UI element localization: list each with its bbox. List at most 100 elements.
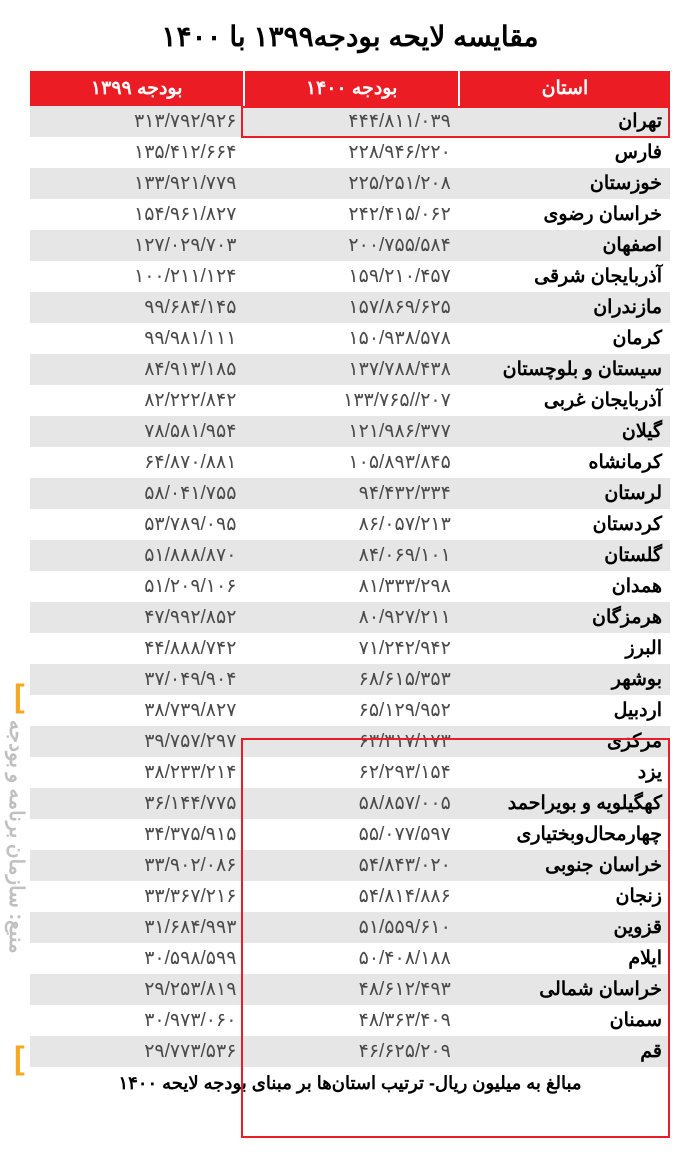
cell-budget-1399: ۱۳۵/۴۱۲/۶۶۴ xyxy=(30,137,244,168)
cell-province: گلستان xyxy=(459,540,670,571)
cell-province: مازندران xyxy=(459,292,670,323)
cell-province: قزوین xyxy=(459,912,670,943)
cell-budget-1400: ۱۰۵/۸۹۳/۸۴۵ xyxy=(244,447,458,478)
col-province: استان xyxy=(459,71,670,106)
col-budget1399: بودجه ۱۳۹۹ xyxy=(30,71,244,106)
cell-budget-1400: ۱۲۱/۹۸۶/۳۷۷ xyxy=(244,416,458,447)
table-row: خراسان شمالی۴۸/۶۱۲/۴۹۳۲۹/۲۵۳/۸۱۹ xyxy=(30,974,670,1005)
table-row: چهارمحال‌وبختیاری۵۵/۰۷۷/۵۹۷۳۴/۳۷۵/۹۱۵ xyxy=(30,819,670,850)
cell-province: گیلان xyxy=(459,416,670,447)
cell-province: کهگیلویه و بویراحمد xyxy=(459,788,670,819)
table-row: آذربایجان شرقی۱۵۹/۲۱۰/۴۵۷۱۰۰/۲۱۱/۱۲۴ xyxy=(30,261,670,292)
table-row: همدان۸۱/۳۳۳/۲۹۸۵۱/۲۰۹/۱۰۶ xyxy=(30,571,670,602)
cell-budget-1400: ۴۸/۳۶۳/۴۰۹ xyxy=(244,1005,458,1036)
cell-budget-1400: ۱۵۰/۹۳۸/۵۷۸ xyxy=(244,323,458,354)
cell-budget-1399: ۱۳۳/۹۲۱/۷۷۹ xyxy=(30,168,244,199)
cell-budget-1399: ۳۸/۷۳۹/۸۲۷ xyxy=(30,695,244,726)
table-row: قزوین۵۱/۵۵۹/۶۱۰۳۱/۶۸۴/۹۹۳ xyxy=(30,912,670,943)
cell-budget-1400: ۱۳۷/۷۸۸/۴۳۸ xyxy=(244,354,458,385)
cell-budget-1399: ۶۴/۸۷۰/۸۸۱ xyxy=(30,447,244,478)
cell-budget-1399: ۷۸/۵۸۱/۹۵۴ xyxy=(30,416,244,447)
cell-budget-1399: ۹۹/۶۸۴/۱۴۵ xyxy=(30,292,244,323)
cell-budget-1400: ۵۴/۸۴۳/۰۲۰ xyxy=(244,850,458,881)
cell-province: ایلام xyxy=(459,943,670,974)
table-container: استان بودجه ۱۴۰۰ بودجه ۱۳۹۹ تهران۴۴۴/۸۱۱… xyxy=(30,71,670,1067)
cell-province: البرز xyxy=(459,633,670,664)
budget-table: استان بودجه ۱۴۰۰ بودجه ۱۳۹۹ تهران۴۴۴/۸۱۱… xyxy=(30,71,670,1067)
cell-budget-1399: ۵۱/۸۸۸/۸۷۰ xyxy=(30,540,244,571)
table-row: اصفهان۲۰۰/۷۵۵/۵۸۴۱۲۷/۰۲۹/۷۰۳ xyxy=(30,230,670,261)
cell-province: اردبیل xyxy=(459,695,670,726)
cell-province: آذربایجان شرقی xyxy=(459,261,670,292)
col-budget1400: بودجه ۱۴۰۰ xyxy=(244,71,458,106)
table-row: خوزستان۲۲۵/۲۵۱/۲۰۸۱۳۳/۹۲۱/۷۷۹ xyxy=(30,168,670,199)
cell-province: خوزستان xyxy=(459,168,670,199)
cell-budget-1400: ۵۰/۴۰۸/۱۸۸ xyxy=(244,943,458,974)
cell-budget-1400: ۴۶/۶۲۵/۲۰۹ xyxy=(244,1036,458,1067)
cell-budget-1399: ۱۰۰/۲۱۱/۱۲۴ xyxy=(30,261,244,292)
table-row: سمنان۴۸/۳۶۳/۴۰۹۳۰/۹۷۳/۰۶۰ xyxy=(30,1005,670,1036)
header-row: استان بودجه ۱۴۰۰ بودجه ۱۳۹۹ xyxy=(30,71,670,106)
cell-province: چهارمحال‌وبختیاری xyxy=(459,819,670,850)
cell-province: هرمزگان xyxy=(459,602,670,633)
cell-budget-1400: ۵۴/۸۱۴/۸۸۶ xyxy=(244,881,458,912)
cell-budget-1400: ۶۸/۶۱۵/۳۵۳ xyxy=(244,664,458,695)
cell-province: کردستان xyxy=(459,509,670,540)
table-row: یزد۶۲/۲۹۳/۱۵۴۳۸/۲۳۳/۲۱۴ xyxy=(30,757,670,788)
cell-budget-1400: ۶۲/۲۹۳/۱۵۴ xyxy=(244,757,458,788)
cell-budget-1399: ۳۰/۹۷۳/۰۶۰ xyxy=(30,1005,244,1036)
cell-budget-1399: ۳۳/۳۶۷/۲۱۶ xyxy=(30,881,244,912)
cell-budget-1399: ۵۳/۷۸۹/۰۹۵ xyxy=(30,509,244,540)
table-row: ایلام۵۰/۴۰۸/۱۸۸۳۰/۵۹۸/۵۹۹ xyxy=(30,943,670,974)
table-row: فارس۲۲۸/۹۴۶/۲۲۰۱۳۵/۴۱۲/۶۶۴ xyxy=(30,137,670,168)
cell-budget-1400: ۸۰/۹۲۷/۲۱۱ xyxy=(244,602,458,633)
bracket-bottom-icon: ] xyxy=(14,1040,25,1077)
cell-budget-1400: ۸۱/۳۳۳/۲۹۸ xyxy=(244,571,458,602)
cell-budget-1399: ۳۷/۰۴۹/۹۰۴ xyxy=(30,664,244,695)
cell-province: لرستان xyxy=(459,478,670,509)
cell-budget-1399: ۳۱۳/۷۹۲/۹۲۶ xyxy=(30,106,244,137)
cell-budget-1400: ۵۵/۰۷۷/۵۹۷ xyxy=(244,819,458,850)
cell-province: قم xyxy=(459,1036,670,1067)
cell-budget-1399: ۱۲۷/۰۲۹/۷۰۳ xyxy=(30,230,244,261)
cell-budget-1399: ۸۲/۲۲۲/۸۴۲ xyxy=(30,385,244,416)
cell-budget-1399: ۹۹/۹۸۱/۱۱۱ xyxy=(30,323,244,354)
table-row: خراسان رضوی۲۴۲/۴۱۵/۰۶۲۱۵۴/۹۶۱/۸۲۷ xyxy=(30,199,670,230)
cell-budget-1399: ۵۸/۰۴۱/۷۵۵ xyxy=(30,478,244,509)
table-row: مرکزی۶۳/۳۱۷/۱۷۳۳۹/۷۵۷/۲۹۷ xyxy=(30,726,670,757)
table-row: البرز۷۱/۲۴۲/۹۴۲۴۴/۸۸۸/۷۴۲ xyxy=(30,633,670,664)
table-row: بوشهر۶۸/۶۱۵/۳۵۳۳۷/۰۴۹/۹۰۴ xyxy=(30,664,670,695)
cell-budget-1399: ۳۶/۱۴۴/۷۷۵ xyxy=(30,788,244,819)
cell-budget-1399: ۳۹/۷۵۷/۲۹۷ xyxy=(30,726,244,757)
table-row: آذربایجان غربی۱۳۳/۷۶۵//۲۰۷۸۲/۲۲۲/۸۴۲ xyxy=(30,385,670,416)
cell-province: خراسان جنوبی xyxy=(459,850,670,881)
source-label: منبع: سازمان برنامه و بودجه xyxy=(4,720,28,954)
footer-note: مبالغ به میلیون ریال- ترتیب استان‌ها بر … xyxy=(30,1073,670,1094)
table-row: کردستان۸۶/۰۵۷/۲۱۳۵۳/۷۸۹/۰۹۵ xyxy=(30,509,670,540)
cell-province: یزد xyxy=(459,757,670,788)
cell-province: خراسان شمالی xyxy=(459,974,670,1005)
cell-budget-1399: ۲۹/۷۷۳/۵۳۶ xyxy=(30,1036,244,1067)
cell-province: سمنان xyxy=(459,1005,670,1036)
table-row: لرستان۹۴/۴۳۲/۳۳۴۵۸/۰۴۱/۷۵۵ xyxy=(30,478,670,509)
cell-province: زنجان xyxy=(459,881,670,912)
cell-province: همدان xyxy=(459,571,670,602)
table-row: قم۴۶/۶۲۵/۲۰۹۲۹/۷۷۳/۵۳۶ xyxy=(30,1036,670,1067)
cell-province: کرمان xyxy=(459,323,670,354)
bracket-top-icon: ] xyxy=(14,678,25,715)
cell-budget-1399: ۳۱/۶۸۴/۹۹۳ xyxy=(30,912,244,943)
cell-budget-1400: ۷۱/۲۴۲/۹۴۲ xyxy=(244,633,458,664)
cell-budget-1399: ۴۴/۸۸۸/۷۴۲ xyxy=(30,633,244,664)
cell-budget-1400: ۶۵/۱۲۹/۹۵۲ xyxy=(244,695,458,726)
table-row: مازندران۱۵۷/۸۶۹/۶۲۵۹۹/۶۸۴/۱۴۵ xyxy=(30,292,670,323)
table-row: کرمانشاه۱۰۵/۸۹۳/۸۴۵۶۴/۸۷۰/۸۸۱ xyxy=(30,447,670,478)
cell-province: خراسان رضوی xyxy=(459,199,670,230)
cell-province: بوشهر xyxy=(459,664,670,695)
cell-budget-1399: ۲۹/۲۵۳/۸۱۹ xyxy=(30,974,244,1005)
table-row: کرمان۱۵۰/۹۳۸/۵۷۸۹۹/۹۸۱/۱۱۱ xyxy=(30,323,670,354)
cell-budget-1399: ۱۵۴/۹۶۱/۸۲۷ xyxy=(30,199,244,230)
cell-province: آذربایجان غربی xyxy=(459,385,670,416)
cell-budget-1400: ۱۵۹/۲۱۰/۴۵۷ xyxy=(244,261,458,292)
cell-budget-1400: ۴۸/۶۱۲/۴۹۳ xyxy=(244,974,458,1005)
cell-province: مرکزی xyxy=(459,726,670,757)
